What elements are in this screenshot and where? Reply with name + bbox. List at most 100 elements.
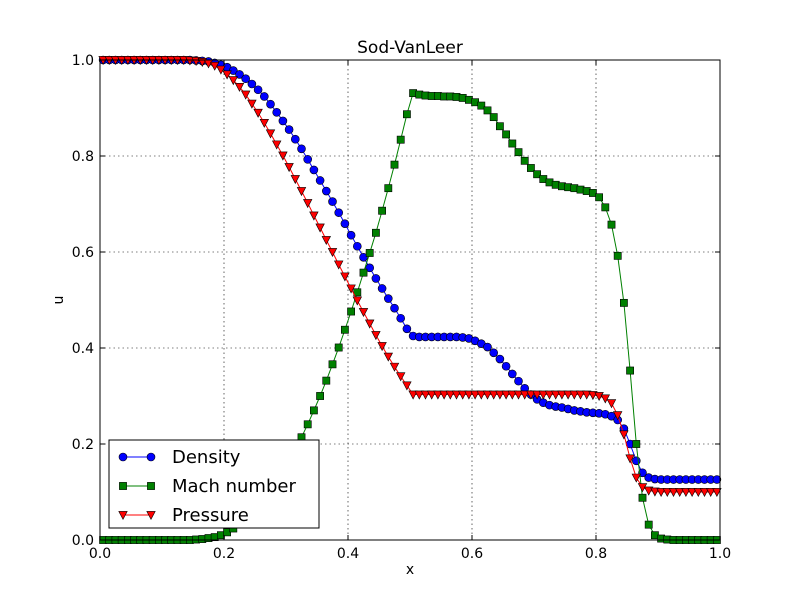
data-point-mach-number bbox=[526, 164, 535, 172]
data-point-mach-number bbox=[619, 298, 628, 307]
data-point-mach-number bbox=[390, 160, 399, 169]
data-point-density bbox=[328, 197, 337, 206]
data-point-density bbox=[371, 274, 381, 283]
data-point-mach-number bbox=[607, 220, 616, 229]
data-point-pressure bbox=[377, 342, 387, 352]
data-point-pressure bbox=[557, 390, 567, 400]
data-point-pressure bbox=[216, 65, 226, 75]
data-point-pressure bbox=[681, 488, 691, 498]
data-point-mach-number bbox=[402, 110, 411, 119]
data-point-mach-number bbox=[347, 307, 355, 316]
data-point-pressure bbox=[396, 372, 406, 382]
data-point-pressure bbox=[631, 473, 641, 483]
data-point-mach-number bbox=[520, 156, 529, 165]
data-point-density bbox=[607, 411, 616, 421]
data-point-density bbox=[278, 116, 288, 126]
grid bbox=[100, 60, 720, 540]
data-point-mach-number bbox=[508, 139, 517, 148]
data-point-density bbox=[514, 376, 523, 386]
legend-label: Density bbox=[172, 447, 241, 468]
data-point-pressure bbox=[675, 488, 685, 498]
data-point-density bbox=[359, 252, 368, 262]
data-point-pressure bbox=[408, 390, 418, 400]
data-point-mach-number bbox=[309, 406, 318, 415]
data-point-density bbox=[489, 348, 499, 358]
x-tick-label: 0.4 bbox=[337, 546, 359, 562]
data-point-pressure bbox=[693, 488, 703, 498]
data-point-density bbox=[259, 92, 269, 101]
data-point-density bbox=[303, 155, 313, 164]
data-point-pressure bbox=[699, 488, 710, 498]
data-point-density bbox=[241, 74, 250, 84]
data-point-pressure bbox=[284, 163, 294, 173]
data-point-density bbox=[247, 79, 257, 89]
data-point-density bbox=[290, 134, 300, 144]
data-point-density bbox=[383, 294, 393, 303]
data-point-pressure bbox=[253, 108, 263, 118]
data-point-mach-number bbox=[483, 106, 492, 115]
data-point-pressure bbox=[433, 390, 443, 400]
data-point-density bbox=[272, 108, 282, 117]
data-point-density bbox=[340, 219, 350, 228]
data-point-mach-number bbox=[340, 325, 349, 334]
data-point-density bbox=[638, 468, 647, 478]
data-point-density bbox=[495, 354, 505, 364]
data-point-pressure bbox=[296, 187, 307, 197]
data-point-mach-number bbox=[316, 392, 324, 400]
data-point-pressure bbox=[613, 411, 623, 421]
legend-entry-mach-number: Mach number bbox=[119, 476, 296, 497]
data-point-pressure bbox=[265, 129, 276, 139]
data-point-pressure bbox=[662, 488, 672, 498]
legend-marker bbox=[147, 482, 155, 490]
data-point-density bbox=[712, 475, 722, 484]
data-point-density bbox=[352, 241, 362, 251]
data-point-mach-number bbox=[396, 135, 405, 144]
data-point-pressure bbox=[272, 140, 282, 150]
data-point-pressure bbox=[458, 390, 468, 400]
data-point-pressure bbox=[532, 390, 542, 400]
data-point-pressure bbox=[420, 390, 431, 400]
legend-label: Mach number bbox=[172, 476, 296, 497]
data-point-pressure bbox=[191, 57, 201, 67]
y-tick-label: 0.0 bbox=[72, 533, 94, 549]
data-point-pressure bbox=[489, 390, 499, 400]
data-point-pressure bbox=[687, 488, 697, 498]
data-point-pressure bbox=[371, 331, 381, 341]
data-point-pressure bbox=[439, 390, 449, 400]
data-point-density bbox=[284, 125, 294, 134]
data-point-pressure bbox=[414, 390, 424, 400]
data-point-pressure bbox=[402, 381, 412, 391]
data-point-mach-number bbox=[595, 193, 603, 202]
data-point-pressure bbox=[656, 488, 666, 498]
data-point-density bbox=[266, 99, 275, 109]
data-point-mach-number bbox=[477, 101, 486, 110]
data-point-pressure bbox=[600, 394, 610, 404]
data-point-pressure bbox=[383, 352, 393, 362]
x-tick-label: 0.0 bbox=[89, 546, 111, 562]
legend-marker bbox=[146, 511, 156, 521]
data-point-mach-number bbox=[588, 189, 597, 197]
data-point-pressure bbox=[247, 99, 257, 109]
data-point-mach-number bbox=[334, 343, 343, 352]
data-point-pressure bbox=[668, 488, 679, 498]
data-point-pressure bbox=[222, 70, 232, 80]
y-axis-label: u bbox=[51, 296, 67, 305]
data-point-pressure bbox=[389, 362, 400, 372]
y-tick-label: 0.2 bbox=[72, 437, 94, 453]
legend-marker bbox=[118, 452, 128, 462]
data-point-pressure bbox=[464, 390, 474, 400]
data-point-pressure bbox=[482, 390, 493, 400]
data-point-pressure bbox=[575, 390, 586, 400]
data-point-mach-number bbox=[322, 376, 331, 385]
y-tick-label: 0.6 bbox=[72, 245, 94, 261]
data-point-pressure bbox=[303, 199, 313, 209]
data-point-density bbox=[377, 284, 387, 293]
data-point-pressure bbox=[625, 454, 635, 464]
data-point-mach-number bbox=[495, 122, 504, 131]
x-tick-label: 0.8 bbox=[585, 546, 607, 562]
data-point-pressure bbox=[588, 391, 598, 401]
data-point-mach-number bbox=[613, 251, 622, 260]
data-point-pressure bbox=[278, 151, 288, 161]
data-point-mach-number bbox=[359, 268, 368, 277]
data-point-pressure bbox=[228, 76, 238, 86]
